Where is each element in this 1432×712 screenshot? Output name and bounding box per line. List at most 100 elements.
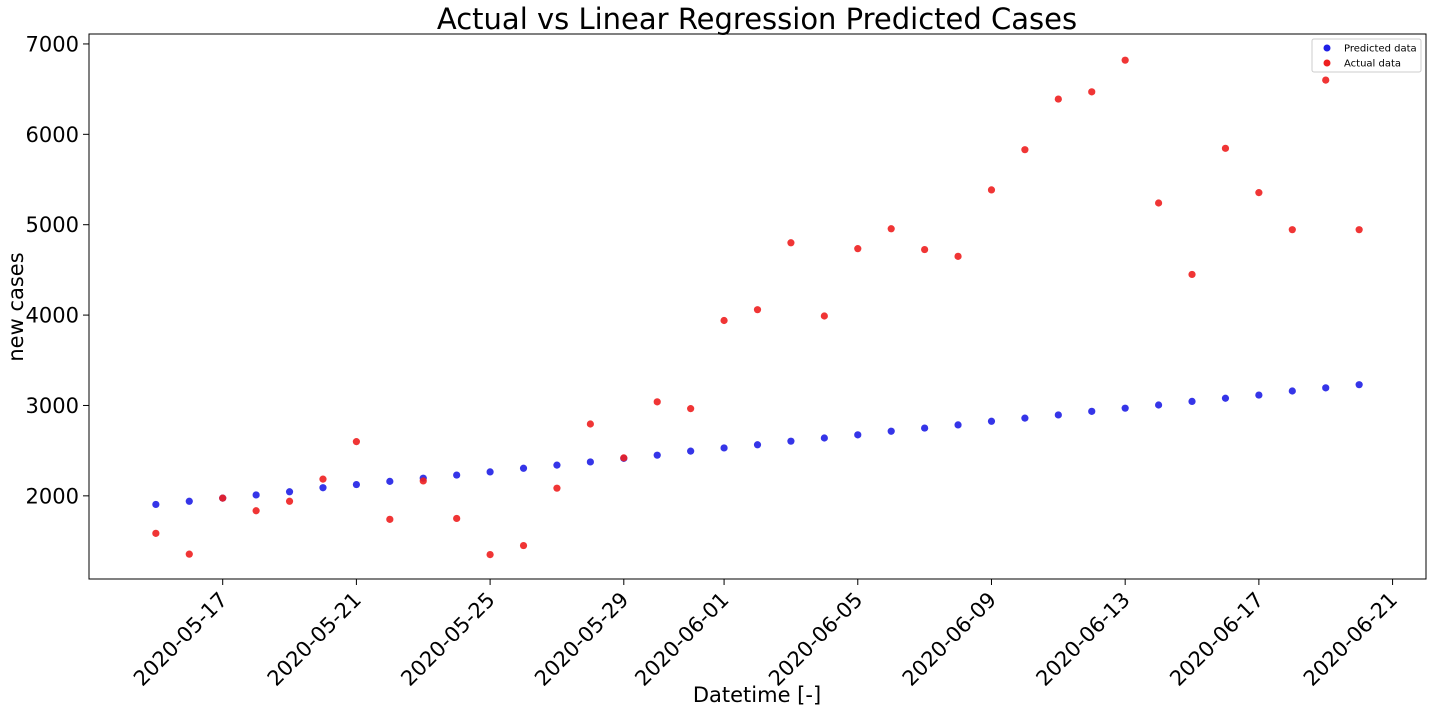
legend: Predicted data Actual data — [1311, 38, 1422, 73]
data-point — [453, 471, 461, 479]
data-point — [285, 488, 294, 496]
x-tick-label: 2020-05-29 — [530, 588, 633, 691]
x-tick-label: 2020-06-09 — [898, 588, 1001, 691]
data-point — [1255, 391, 1263, 399]
series-actual — [152, 56, 1363, 559]
data-point — [386, 477, 394, 485]
data-point — [319, 475, 327, 483]
data-point — [553, 484, 561, 492]
data-point — [653, 398, 661, 406]
data-point — [252, 507, 260, 515]
data-point — [921, 245, 929, 254]
data-point — [987, 417, 996, 425]
data-point — [1054, 411, 1062, 419]
data-point — [787, 239, 795, 247]
data-point — [1221, 144, 1230, 152]
data-point — [720, 316, 728, 325]
x-tick-label: 2020-05-17 — [129, 588, 232, 691]
data-point — [1121, 404, 1129, 412]
data-point — [586, 458, 594, 466]
data-point — [152, 529, 160, 537]
data-point — [887, 225, 895, 233]
data-point — [820, 434, 828, 442]
data-point — [185, 550, 193, 558]
y-axis: 2000 3000 4000 5000 6000 7000 — [26, 32, 89, 508]
data-point — [252, 491, 260, 499]
data-point — [1188, 397, 1196, 406]
y-tick-label: 5000 — [26, 213, 79, 237]
data-point — [386, 515, 394, 523]
series-layer — [152, 56, 1363, 559]
x-tick-label: 2020-06-21 — [1299, 588, 1402, 691]
data-point — [486, 468, 494, 476]
data-point — [1355, 226, 1363, 234]
data-point — [586, 420, 594, 428]
chart-title: Actual vs Linear Regression Predicted Ca… — [437, 2, 1077, 36]
data-point — [453, 514, 461, 523]
data-point — [352, 438, 360, 446]
data-point — [687, 447, 695, 455]
data-point — [820, 312, 828, 320]
data-point — [787, 437, 795, 445]
data-point — [1021, 146, 1029, 154]
data-point — [1054, 95, 1062, 103]
legend-marker-actual — [1323, 59, 1331, 67]
x-tick-label: 2020-06-13 — [1031, 588, 1134, 691]
x-tick-label: 2020-06-05 — [764, 588, 867, 691]
x-axis: 2020-05-17 2020-05-21 2020-05-25 2020-05-29… — [129, 579, 1402, 691]
data-point — [486, 550, 494, 559]
data-point — [1155, 401, 1163, 409]
x-tick-label: 2020-06-17 — [1165, 588, 1268, 691]
y-tick-label: 4000 — [26, 304, 79, 328]
data-point — [887, 427, 895, 435]
legend-label-actual: Actual data — [1344, 59, 1401, 70]
data-point — [1155, 199, 1163, 207]
data-point — [519, 464, 528, 472]
data-point — [553, 461, 561, 469]
data-point — [854, 245, 862, 253]
data-point — [653, 451, 661, 459]
x-tick-label: 2020-05-25 — [396, 588, 499, 691]
data-point — [152, 500, 160, 509]
data-point — [1188, 270, 1196, 279]
data-point — [219, 494, 227, 502]
data-point — [753, 441, 762, 449]
x-tick-label: 2020-05-21 — [263, 588, 366, 691]
legend-label-predicted: Predicted data — [1344, 44, 1417, 55]
data-point — [352, 480, 360, 489]
data-point — [620, 454, 628, 462]
data-point — [1088, 88, 1096, 96]
y-tick-label: 3000 — [26, 394, 79, 418]
data-point — [753, 306, 762, 314]
data-point — [1322, 384, 1330, 392]
data-point — [185, 497, 193, 505]
data-point — [687, 405, 695, 413]
y-tick-label: 7000 — [26, 32, 79, 56]
data-point — [954, 252, 962, 260]
data-point — [987, 186, 996, 194]
data-point — [285, 497, 294, 505]
x-tick-label: 2020-06-01 — [630, 588, 733, 691]
legend-marker-predicted — [1323, 44, 1331, 52]
data-point — [1121, 56, 1129, 64]
data-point — [854, 431, 862, 439]
y-tick-label: 6000 — [26, 123, 79, 147]
data-point — [419, 477, 427, 485]
data-point — [1221, 394, 1230, 402]
plot-area — [88, 33, 1427, 580]
data-point — [1288, 387, 1296, 395]
data-point — [319, 484, 327, 492]
data-point — [1021, 414, 1029, 422]
data-point — [1255, 189, 1263, 197]
y-axis-title: new cases — [4, 252, 28, 361]
data-point — [1088, 407, 1096, 415]
data-point — [1355, 381, 1363, 389]
y-tick-label: 2000 — [26, 484, 79, 508]
data-point — [921, 424, 929, 432]
legend-box — [1311, 38, 1422, 73]
data-point — [954, 421, 962, 429]
data-point — [1288, 226, 1296, 234]
x-axis-title: Datetime [-] — [693, 683, 821, 707]
series-predicted — [152, 381, 1363, 509]
